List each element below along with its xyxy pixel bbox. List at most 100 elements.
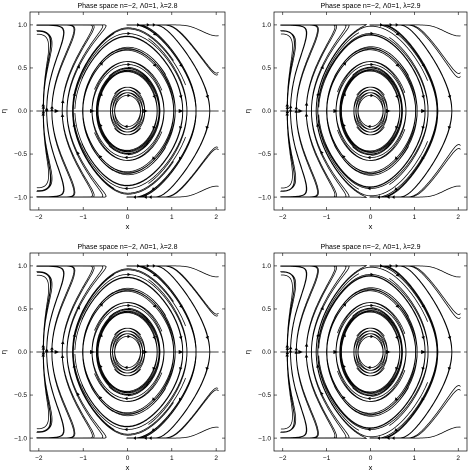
flow-arrow <box>124 124 128 129</box>
flow-arrow <box>294 106 299 110</box>
flow-arrow <box>60 99 65 104</box>
flow-arrow <box>205 95 209 99</box>
streamline <box>280 265 350 439</box>
flow-arrow <box>41 105 46 109</box>
streamline <box>335 302 407 399</box>
flow-arrow <box>178 350 184 354</box>
x-tick-label: 2 <box>456 214 460 221</box>
streamline <box>318 275 426 429</box>
x-tick-label: 2 <box>214 455 218 462</box>
y-axis-label: η <box>0 109 8 113</box>
flow-arrow <box>152 304 157 308</box>
flow-arrow <box>127 303 131 308</box>
streamline <box>326 49 416 175</box>
flow-arrow <box>298 109 304 113</box>
y-axis-label: η <box>243 350 252 354</box>
x-axis-label: x <box>126 463 130 472</box>
streamline <box>74 35 184 186</box>
flow-arrow <box>370 334 374 339</box>
streamline <box>74 276 184 427</box>
flow-arrow <box>124 365 128 370</box>
flow-arrow <box>146 264 150 268</box>
y-tick-label: 0.5 <box>18 65 27 72</box>
flow-arrow <box>389 23 393 27</box>
streamline <box>318 34 426 188</box>
x-tick-label: −1 <box>323 455 331 462</box>
streamlines <box>36 264 219 440</box>
flow-arrow <box>143 109 149 113</box>
x-tick-label: −2 <box>35 214 43 221</box>
flow-arrow <box>395 32 400 36</box>
panel-title: Phase space n=−2, Λ0=1, λ=2.8 <box>77 244 177 251</box>
y-tick-label: 0.5 <box>262 306 271 313</box>
streamlines <box>280 23 461 199</box>
x-tick-label: −2 <box>279 455 287 462</box>
flow-arrow <box>127 93 131 98</box>
flow-arrow <box>285 105 290 109</box>
y-tick-label: 0.0 <box>18 108 27 115</box>
y-tick-label: 1.0 <box>18 22 27 29</box>
flow-arrow <box>124 396 128 401</box>
y-tick-label: 0.0 <box>262 108 271 115</box>
flow-arrow <box>124 186 128 191</box>
flow-arrow <box>421 350 427 354</box>
flow-arrow <box>127 272 131 277</box>
flow-arrow <box>285 346 290 350</box>
streamline <box>335 305 407 402</box>
x-tick-label: −1 <box>79 455 87 462</box>
phase-panel-1: Phase space n=−2, Λ0=1, λ=2.8 −2 −1 0 1 2 −1.0… <box>0 3 226 231</box>
x-tick-label: 0 <box>126 455 130 462</box>
y-axis-label: η <box>243 109 252 113</box>
streamline <box>326 290 416 416</box>
phase-panel-3: Phase space n=−2, Λ0=1, λ=2.8 −2 −1 0 1 2 −1.0… <box>0 244 226 472</box>
x-axis-label: x <box>369 222 373 231</box>
flow-arrow <box>395 273 400 277</box>
y-tick-label: 1.0 <box>262 22 271 29</box>
flow-arrow <box>127 31 131 36</box>
flow-arrow <box>143 350 149 354</box>
flow-arrow <box>367 365 371 370</box>
y-tick-label: −0.5 <box>258 392 271 399</box>
streamline <box>280 265 308 439</box>
streamline <box>339 307 401 396</box>
flow-arrow <box>320 65 324 70</box>
phase-panel-4: Phase space n=−2, Λ0=1, λ=2.9 −2 −1 0 1 2 −1.0… <box>243 244 468 472</box>
x-tick-label: 1 <box>413 214 417 221</box>
panel-title: Phase space n=−2, Λ0=1, λ=2.9 <box>320 3 420 10</box>
flow-arrow <box>421 397 425 402</box>
streamline <box>280 24 308 198</box>
streamline <box>339 66 401 155</box>
streamline <box>91 305 165 402</box>
streamline <box>335 61 407 158</box>
streamline <box>91 302 165 399</box>
flow-arrow <box>151 187 156 191</box>
flow-arrow <box>395 63 399 67</box>
y-tick-label: −0.5 <box>14 392 27 399</box>
flow-arrow <box>178 336 183 340</box>
x-tick-label: −2 <box>279 214 287 221</box>
x-tick-label: −1 <box>79 214 87 221</box>
flow-arrow <box>320 306 324 311</box>
flow-arrow <box>127 62 131 67</box>
flow-arrow <box>447 336 452 340</box>
streamline <box>91 64 165 161</box>
x-tick-label: 2 <box>214 214 218 221</box>
x-tick-label: 0 <box>126 214 130 221</box>
streamline <box>335 64 407 161</box>
flow-arrow <box>152 94 156 99</box>
y-axis-label: η <box>0 350 8 354</box>
flow-arrow <box>41 346 46 350</box>
streamline <box>37 24 107 198</box>
flow-arrow <box>179 156 183 161</box>
flow-arrow <box>127 334 131 339</box>
flow-arrow <box>60 340 65 345</box>
x-tick-label: 0 <box>369 214 373 221</box>
y-tick-label: 0.5 <box>262 65 271 72</box>
flow-arrow <box>421 95 425 99</box>
flow-arrow <box>367 124 371 129</box>
flow-arrow <box>342 333 346 338</box>
flow-arrow <box>370 93 374 98</box>
flow-arrow <box>178 109 184 113</box>
flow-arrow <box>421 304 425 309</box>
